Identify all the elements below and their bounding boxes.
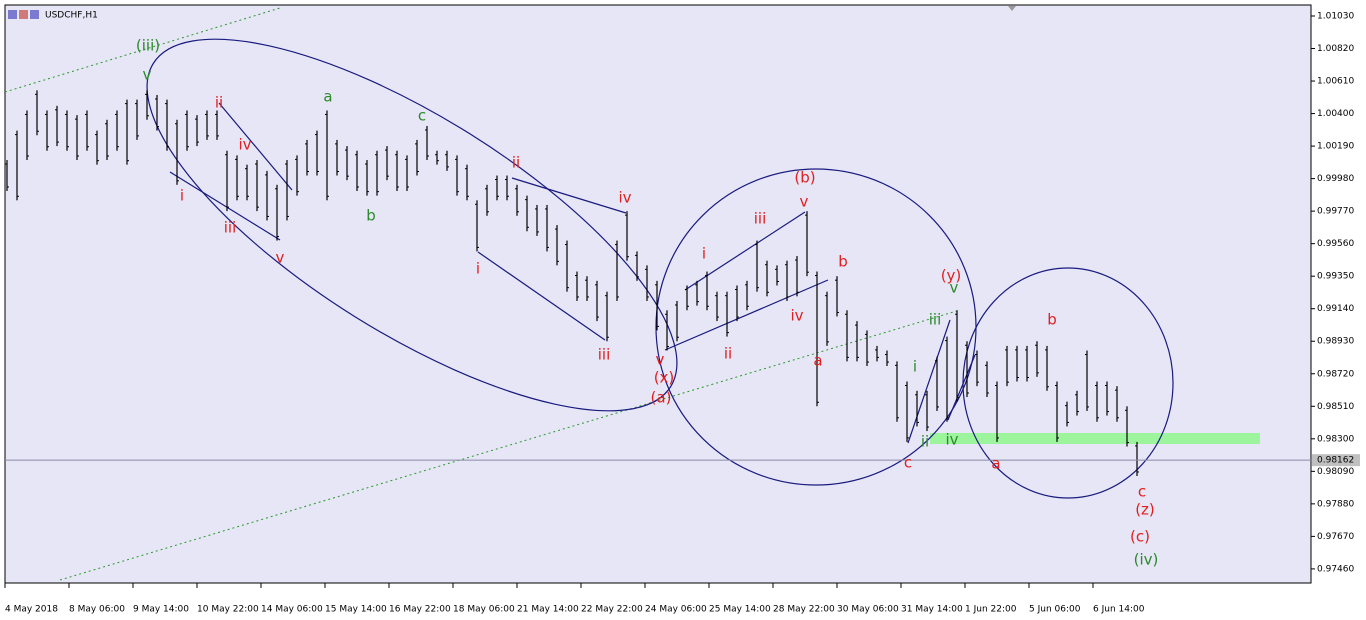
wave-label: a: [991, 455, 1000, 473]
wave-label: v: [276, 249, 285, 267]
x-tick-label: 28 May 22:00: [773, 605, 835, 615]
y-tick-label: 0.99980: [1317, 174, 1354, 184]
x-tick-label: 22 May 22:00: [581, 605, 643, 615]
x-tick-label: 1 Jun 22:00: [965, 605, 1017, 615]
channel-line: [907, 319, 951, 444]
wave-label: i: [702, 245, 706, 263]
wave-label: (a): [651, 389, 672, 407]
ellipse: [146, 38, 678, 412]
wave-label: ii: [512, 154, 520, 172]
wave-label: b: [838, 253, 848, 271]
channel-line: [947, 354, 976, 421]
wave-label: a: [813, 352, 822, 370]
wave-label: v: [656, 351, 665, 369]
y-tick-label: 0.99560: [1317, 239, 1354, 249]
shift-marker: [1008, 6, 1016, 11]
wave-label: ii: [921, 433, 929, 451]
x-tick-label: 4 May 2018: [5, 605, 58, 615]
x-tick-label: 30 May 06:00: [837, 605, 899, 615]
y-tick-label: 0.98300: [1317, 434, 1354, 444]
wave-label: (iv): [1134, 551, 1159, 569]
wave-label: iii: [929, 311, 942, 329]
wave-label: iv: [945, 431, 958, 449]
channel-line: [477, 251, 606, 341]
wave-label: (x): [654, 369, 675, 387]
channel-line: [664, 279, 829, 351]
current-price-box: [1312, 454, 1360, 467]
wave-label: i: [476, 260, 480, 278]
wave-label: (iii): [136, 37, 160, 55]
icon: [30, 10, 39, 19]
wave-label: iii: [754, 210, 767, 228]
x-tick-label: 31 May 14:00: [901, 605, 963, 615]
y-tick-label: 1.00610: [1317, 77, 1354, 87]
x-tick-label: 9 May 14:00: [133, 605, 189, 615]
current-price-label: 0.98162: [1317, 456, 1354, 466]
x-tick-label: 10 May 22:00: [197, 605, 259, 615]
price-bars: [5, 90, 1139, 476]
wave-label: v: [950, 279, 959, 297]
wave-label: v: [800, 193, 809, 211]
x-tick-label: 21 May 14:00: [517, 605, 579, 615]
wave-label: b: [366, 207, 376, 225]
y-tick-label: 0.99350: [1317, 272, 1354, 282]
y-tick-label: 0.99140: [1317, 304, 1354, 314]
y-tick-label: 1.00820: [1317, 44, 1354, 54]
wave-label: a: [323, 88, 332, 106]
wave-label: c: [1138, 483, 1146, 501]
y-tick-label: 1.00400: [1317, 109, 1354, 119]
x-tick-label: 24 May 06:00: [645, 605, 707, 615]
wave-label: (z): [1135, 501, 1155, 519]
y-tick-label: 1.01030: [1317, 11, 1354, 21]
y-tick-label: 0.97460: [1317, 564, 1354, 574]
icon: [19, 10, 28, 19]
wave-label: b: [1047, 311, 1057, 329]
wave-label: iv: [238, 136, 251, 154]
x-tick-label: 16 May 22:00: [389, 605, 451, 615]
channel-line: [169, 171, 281, 241]
x-tick-label: 18 May 06:00: [453, 605, 515, 615]
y-tick-label: 0.98510: [1317, 402, 1354, 412]
y-tick-label: 0.97880: [1317, 499, 1354, 509]
y-tick-label: 0.97670: [1317, 532, 1354, 542]
wave-label: ii: [215, 94, 223, 112]
wave-label: c: [418, 107, 426, 125]
x-tick-label: 8 May 06:00: [69, 605, 125, 615]
x-tick-label: 5 Jun 06:00: [1029, 605, 1081, 615]
wave-label: iv: [790, 307, 803, 325]
chart-title: USDCHF,H1: [45, 11, 98, 21]
y-tick-label: 0.98090: [1317, 467, 1354, 477]
x-tick-label: 6 Jun 14:00: [1093, 605, 1145, 615]
plot-area: [4, 4, 1312, 584]
wave-label: (y): [941, 267, 962, 285]
wave-label: v: [143, 66, 152, 84]
y-tick-label: 0.98930: [1317, 337, 1354, 347]
channel-line: [218, 102, 293, 191]
wave-label: iii: [224, 219, 237, 237]
channel-line: [684, 211, 806, 291]
wave-label: iii: [598, 346, 611, 364]
icon: [8, 10, 17, 19]
wave-shapes: [146, 38, 1174, 499]
wave-label: i: [913, 358, 917, 376]
y-tick-label: 0.99770: [1317, 207, 1354, 217]
wave-label: ii: [724, 345, 732, 363]
y-tick-label: 1.00190: [1317, 142, 1354, 152]
support-zone: [930, 433, 1260, 444]
x-tick-label: 15 May 14:00: [325, 605, 387, 615]
trend-line: [59, 309, 961, 581]
x-tick-label: 25 May 14:00: [709, 605, 771, 615]
wave-label: (c): [1130, 528, 1150, 546]
wave-label: iv: [618, 189, 631, 207]
x-tick-label: 14 May 06:00: [261, 605, 323, 615]
y-tick-label: 0.98720: [1317, 369, 1354, 379]
wave-label: (b): [794, 169, 815, 187]
wave-label: i: [180, 187, 184, 205]
wave-label: c: [904, 454, 912, 472]
channel-line: [511, 177, 627, 214]
